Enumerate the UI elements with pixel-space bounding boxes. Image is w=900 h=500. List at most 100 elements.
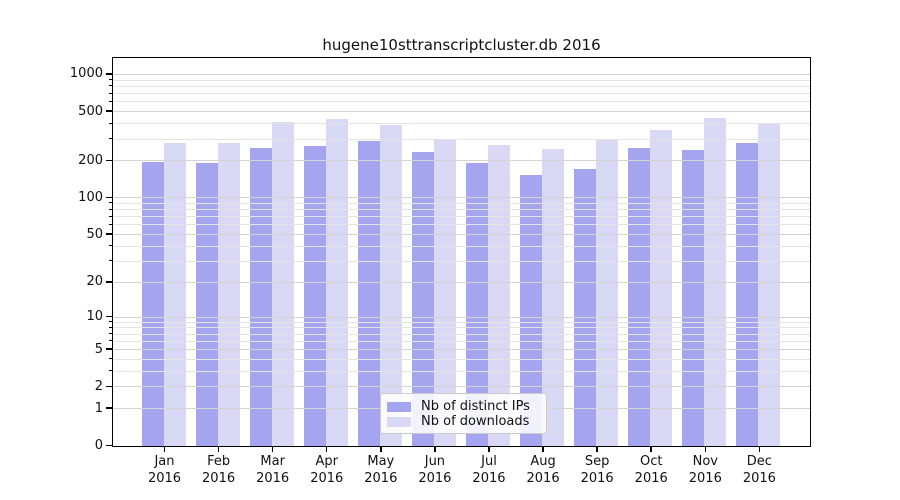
y-axis-minor-tick [109, 358, 112, 360]
x-axis-tick-label: Apr 2016 [297, 453, 357, 487]
y-axis-minor-tick [109, 370, 112, 372]
x-axis-tick [380, 446, 382, 452]
x-axis-tick [596, 446, 598, 452]
year-label: 2016 [472, 471, 506, 486]
year-label: 2016 [688, 471, 722, 486]
x-axis-tick [271, 446, 274, 452]
y-axis-tick [106, 444, 112, 447]
bar-downloads [596, 139, 619, 446]
y-axis-tick-label: 50 [86, 226, 103, 242]
y-axis-tick [106, 196, 112, 199]
gridline-minor [113, 358, 810, 360]
legend: Nb of distinct IPs Nb of downloads [380, 393, 547, 434]
x-axis-tick [325, 446, 328, 452]
bar-downloads [487, 144, 510, 446]
month-label: Aug [530, 454, 556, 469]
y-axis-tick [106, 281, 112, 283]
year-label: 2016 [526, 471, 560, 486]
bar-downloads [217, 142, 240, 446]
y-axis-tick [106, 407, 112, 409]
y-axis-minor-tick [109, 100, 112, 102]
month-label: Nov [692, 454, 718, 469]
bar-distinct-ips [303, 145, 326, 446]
year-label: 2016 [310, 471, 344, 486]
x-axis-tick-label: Jan 2016 [135, 453, 195, 487]
bar-distinct-ips [736, 142, 759, 446]
x-axis-tick-label: May 2016 [351, 453, 411, 487]
y-axis-minor-tick [109, 85, 112, 87]
x-axis-tick-label: Sep 2016 [567, 453, 627, 487]
gridline-minor [113, 101, 810, 103]
x-axis-tick [542, 446, 544, 452]
y-axis-tick-label: 200 [78, 152, 103, 168]
gridline-major [113, 111, 810, 113]
month-label: Oct [639, 454, 663, 469]
y-axis-tick-label: 500 [78, 103, 103, 119]
gridline-minor [113, 224, 810, 226]
year-label: 2016 [742, 471, 776, 486]
y-axis-minor-tick [109, 122, 112, 124]
gridline-major [113, 234, 810, 236]
x-axis-tick-label: Mar 2016 [243, 453, 303, 487]
gridline-minor [113, 340, 810, 342]
y-axis-tick [106, 385, 112, 388]
y-axis-tick-label: 1000 [69, 66, 103, 82]
bar-distinct-ips [465, 163, 488, 446]
month-label: Apr [315, 454, 338, 469]
year-label: 2016 [418, 471, 452, 486]
y-axis-minor-tick [109, 245, 112, 247]
y-axis-minor-tick [109, 333, 112, 335]
y-axis-tick-label: 1 [94, 400, 103, 416]
y-axis-tick [106, 348, 112, 350]
bar-downloads [758, 122, 781, 446]
year-label: 2016 [580, 471, 614, 486]
y-axis-minor-tick [109, 208, 112, 210]
y-axis-tick-label: 10 [86, 309, 103, 325]
year-label: 2016 [256, 471, 290, 486]
y-axis-tick [106, 73, 112, 75]
x-axis-tick-label: Dec 2016 [729, 453, 789, 487]
y-axis-minor-tick [109, 138, 112, 140]
y-axis-minor-tick [109, 92, 112, 94]
gridline-minor [113, 123, 810, 125]
y-axis-tick [106, 110, 112, 112]
gridline-minor [113, 370, 810, 372]
gridline-minor [113, 321, 810, 323]
year-label: 2016 [634, 471, 668, 486]
x-axis-tick [650, 446, 652, 452]
gridline-major [113, 386, 810, 388]
month-label: Dec [746, 454, 772, 469]
x-axis-tick [434, 446, 436, 452]
bar-distinct-ips [249, 147, 272, 446]
gridline-major [113, 197, 810, 199]
y-axis-tick [106, 159, 112, 162]
month-label: Sep [584, 454, 610, 469]
x-axis-tick [163, 446, 166, 452]
legend-swatch-ips-icon [387, 401, 411, 412]
gridline-minor [113, 209, 810, 211]
y-axis-tick-label: 2 [94, 378, 103, 394]
bar-distinct-ips [682, 150, 705, 446]
bar-distinct-ips [574, 168, 597, 446]
y-axis-tick-label: 5 [94, 341, 103, 357]
bar-distinct-ips [520, 174, 543, 446]
y-axis-minor-tick [109, 340, 112, 342]
gridline-minor [113, 85, 810, 87]
gridline-major [113, 281, 810, 283]
month-label: Feb [207, 454, 231, 469]
y-axis-minor-tick [109, 79, 112, 81]
bar-downloads [650, 130, 673, 446]
x-axis-tick-label: Nov 2016 [675, 453, 735, 487]
bar-distinct-ips [628, 147, 651, 446]
month-label: Jun [424, 454, 446, 469]
y-axis-minor-tick [109, 260, 112, 262]
gridline-minor [113, 333, 810, 335]
gridline-minor [113, 79, 810, 81]
x-axis-tick [217, 446, 220, 452]
y-axis-minor-tick [109, 321, 112, 323]
year-label: 2016 [364, 471, 398, 486]
bar-downloads [163, 142, 186, 446]
bar-distinct-ips [195, 162, 218, 446]
x-axis-tick-label: Jul 2016 [459, 453, 519, 487]
